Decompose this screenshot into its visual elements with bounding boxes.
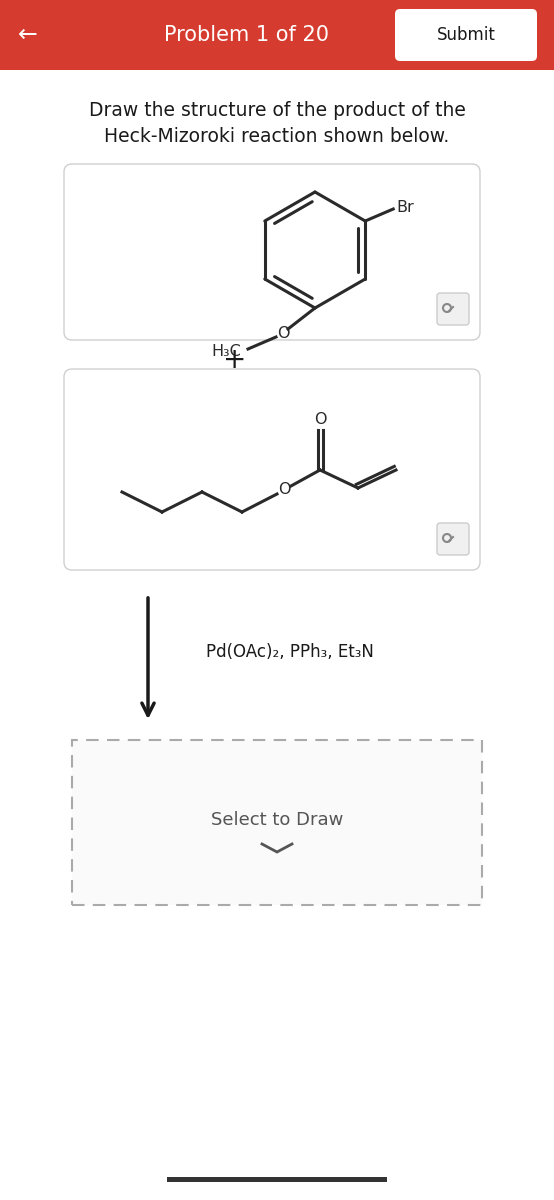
- FancyBboxPatch shape: [64, 370, 480, 570]
- Bar: [72, 740, 482, 905]
- Bar: [0, 0, 554, 70]
- Text: +: +: [223, 346, 247, 374]
- Text: Br: Br: [396, 200, 414, 216]
- Text: O: O: [277, 325, 289, 341]
- FancyBboxPatch shape: [437, 293, 469, 325]
- Text: Problem 1 of 20: Problem 1 of 20: [165, 25, 330, 44]
- Text: O: O: [278, 482, 290, 498]
- Text: Select to Draw: Select to Draw: [211, 811, 343, 829]
- FancyBboxPatch shape: [437, 523, 469, 554]
- Text: H₃C: H₃C: [211, 343, 241, 359]
- Text: Submit: Submit: [437, 26, 495, 44]
- Text: Heck-Mizoroki reaction shown below.: Heck-Mizoroki reaction shown below.: [104, 127, 450, 146]
- Text: Pd(OAc)₂, PPh₃, Et₃N: Pd(OAc)₂, PPh₃, Et₃N: [206, 643, 374, 661]
- Text: ←: ←: [18, 23, 38, 47]
- FancyBboxPatch shape: [395, 8, 537, 61]
- FancyBboxPatch shape: [64, 164, 480, 340]
- Bar: [167, 1177, 387, 1182]
- Text: O: O: [314, 413, 326, 427]
- Text: Draw the structure of the product of the: Draw the structure of the product of the: [89, 101, 465, 120]
